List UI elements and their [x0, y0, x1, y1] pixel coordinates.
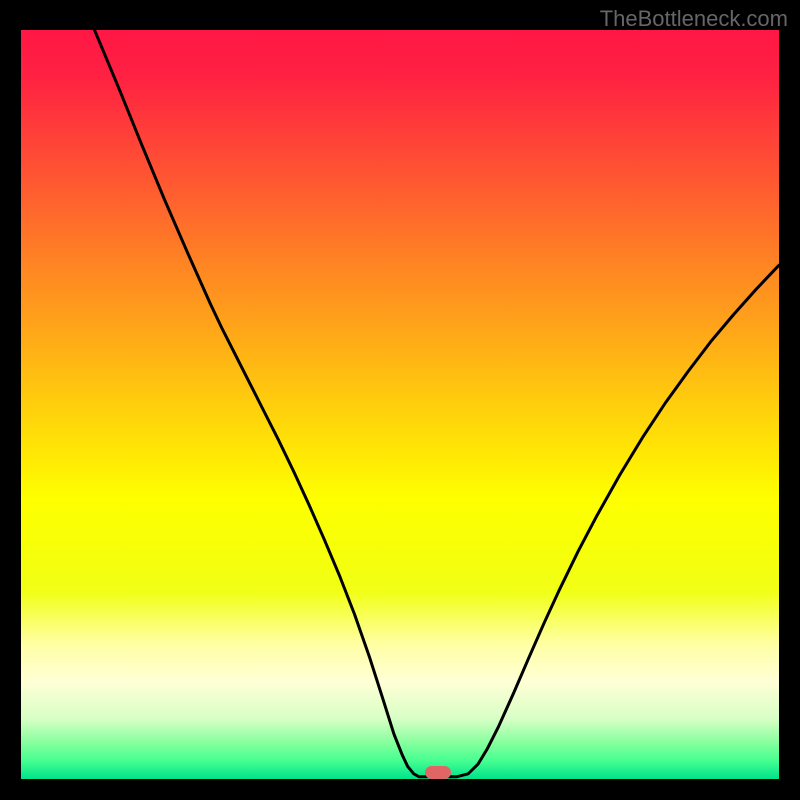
plot-area [21, 30, 779, 779]
v-curve [21, 30, 779, 779]
chart-container: { "watermark": { "text": "TheBottleneck.… [0, 0, 800, 800]
minimum-marker [425, 766, 451, 779]
watermark-text: TheBottleneck.com [600, 6, 788, 32]
